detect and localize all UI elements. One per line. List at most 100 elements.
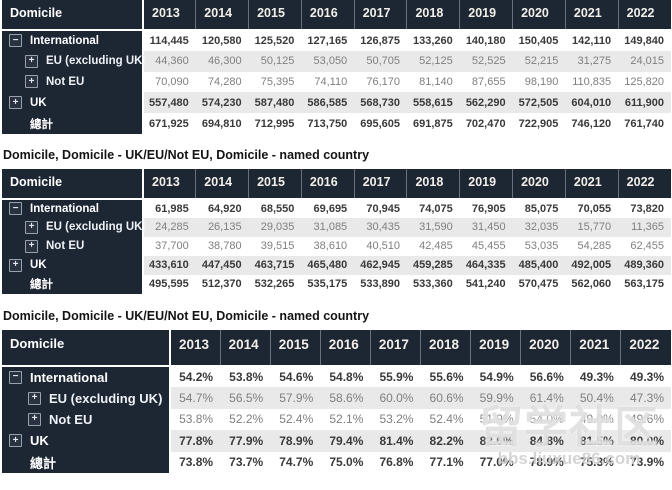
column-header-year: 2022 [617, 168, 671, 199]
row-label: 總計 [30, 118, 53, 131]
value-cell: 26,135 [195, 217, 249, 237]
minus-icon[interactable]: − [9, 34, 22, 48]
row-header-content: 總計 [3, 116, 141, 132]
value-cell: 535,175 [301, 274, 355, 294]
value-cell: 54.7% [170, 387, 221, 409]
value-cell: 562,060 [565, 274, 619, 294]
value-cell: 50,705 [354, 50, 407, 72]
plus-icon[interactable]: + [25, 220, 38, 234]
table-row: − International 114,445 120,580 125,520 127,1… [2, 30, 671, 51]
column-header-year: 2019 [459, 168, 513, 199]
value-cell: 77.1% [420, 451, 471, 473]
value-cell: 76.8% [370, 451, 421, 473]
value-cell: 53,035 [512, 236, 566, 256]
plus-icon[interactable]: + [9, 258, 22, 272]
column-header-year: 2015 [248, 0, 302, 30]
row-header-content: + UK [3, 96, 141, 110]
plus-icon[interactable]: + [9, 96, 22, 110]
value-cell: 54.6% [270, 365, 321, 388]
table-row: − International 54.2% 53.8% 54.6% 54.8% 55.9% 5… [2, 365, 671, 388]
column-header-domicile: Domicile [2, 329, 171, 366]
matrix-section-2: Domicile 2013 2014 2015 2016 2017 2018 2019 2020… [0, 168, 672, 294]
value-cell: 46,300 [195, 50, 249, 72]
value-cell: 30,435 [354, 217, 407, 237]
value-cell: 80.0% [620, 430, 671, 452]
table-row: + EU (excluding UK) 24,285 26,135 29,035 31,0… [2, 217, 671, 237]
plus-icon[interactable]: + [25, 239, 38, 253]
value-cell: 77.8% [170, 430, 221, 452]
value-cell: 75,395 [248, 71, 302, 93]
value-cell: 120,580 [195, 30, 249, 51]
column-header-year: 2020 [512, 0, 566, 30]
value-cell: 587,480 [248, 92, 302, 114]
row-label: International [30, 202, 100, 215]
column-header-year: 2018 [406, 0, 460, 30]
value-cell: 465,480 [301, 255, 355, 275]
column-header-year: 2016 [300, 168, 355, 199]
row-label: Not EU [46, 75, 85, 88]
value-cell: 492,005 [565, 255, 619, 275]
value-cell: 533,890 [354, 274, 407, 294]
table-row: + UK 77.8% 77.9% 78.9% 79.4% 81.4% 82.2% 82.6% 84… [2, 430, 671, 452]
value-cell: 54.8% [320, 365, 371, 388]
value-cell: 54.2% [170, 365, 221, 388]
column-header-year: 2019 [470, 329, 521, 366]
row-header-content: − International [3, 34, 141, 48]
value-cell: 541,240 [459, 274, 513, 294]
minus-icon[interactable]: − [9, 202, 22, 216]
row-label: International [30, 369, 109, 385]
value-cell: 557,480 [143, 92, 196, 114]
domicile-headcount-table: Domicile 2013 2014 2015 2016 2017 2018 2019 2020… [2, 0, 671, 134]
table-row: − International 61,985 64,920 68,550 69,695 70… [2, 198, 671, 218]
value-cell: 44,360 [143, 50, 196, 72]
minus-icon[interactable]: − [9, 370, 22, 384]
value-cell: 140,180 [459, 30, 513, 51]
plus-icon[interactable]: + [25, 54, 38, 68]
row-header: + UK [2, 92, 144, 114]
value-cell: 52,215 [512, 50, 566, 72]
row-header-content: − International [3, 202, 141, 216]
table-caption-3: Domicile, Domicile - UK/EU/Not EU, Domic… [3, 308, 370, 323]
value-cell: 75.3% [570, 451, 621, 473]
value-cell: 563,175 [618, 274, 671, 294]
value-cell: 695,605 [354, 113, 407, 134]
value-cell: 433,610 [143, 255, 196, 275]
row-header: − International [2, 198, 144, 218]
row-label: 總計 [30, 455, 57, 471]
value-cell: 32,035 [512, 217, 566, 237]
value-cell: 68,550 [248, 198, 302, 218]
value-cell: 50,125 [248, 50, 302, 72]
value-cell: 85,075 [512, 198, 566, 218]
value-cell: 77.0% [470, 451, 521, 473]
plus-icon[interactable]: + [9, 434, 22, 448]
value-cell: 53.2% [370, 408, 421, 431]
table-row: 總計 73.8% 73.7% 74.7% 75.0% 76.8% 77.1% 77.0% 78.… [2, 451, 671, 473]
value-cell: 70,090 [143, 71, 196, 93]
value-cell: 110,835 [565, 71, 619, 93]
row-header: + EU (excluding UK) [2, 387, 171, 409]
row-header-content: + Not EU [3, 239, 141, 253]
plus-icon[interactable]: + [28, 391, 41, 405]
table-row: + UK 557,480 574,230 587,480 586,585 568,730 55… [2, 92, 671, 114]
column-header-year: 2021 [570, 329, 621, 366]
row-header-content: + UK [3, 433, 168, 448]
value-cell: 31,450 [459, 217, 513, 237]
column-header-year: 2019 [459, 0, 513, 30]
row-header-content: + EU (excluding UK) [3, 220, 146, 234]
row-header: + UK [2, 255, 144, 275]
column-header-domicile: Domicile [2, 0, 144, 30]
value-cell: 125,820 [618, 71, 671, 93]
column-header-year: 2013 [142, 0, 196, 30]
value-cell: 60.0% [370, 387, 421, 409]
column-header-year: 2015 [269, 329, 321, 366]
plus-icon[interactable]: + [25, 75, 38, 89]
value-cell: 70,055 [565, 198, 619, 218]
value-cell: 84.8% [520, 430, 571, 452]
row-header-content: − International [3, 370, 168, 385]
plus-icon[interactable]: + [28, 412, 41, 426]
value-cell: 40,510 [354, 236, 407, 256]
value-cell: 55.9% [370, 365, 421, 388]
matrix-section-1: Domicile 2013 2014 2015 2016 2017 2018 2019 2020… [0, 0, 672, 134]
value-cell: 52.1% [320, 408, 371, 431]
value-cell: 447,450 [195, 255, 249, 275]
